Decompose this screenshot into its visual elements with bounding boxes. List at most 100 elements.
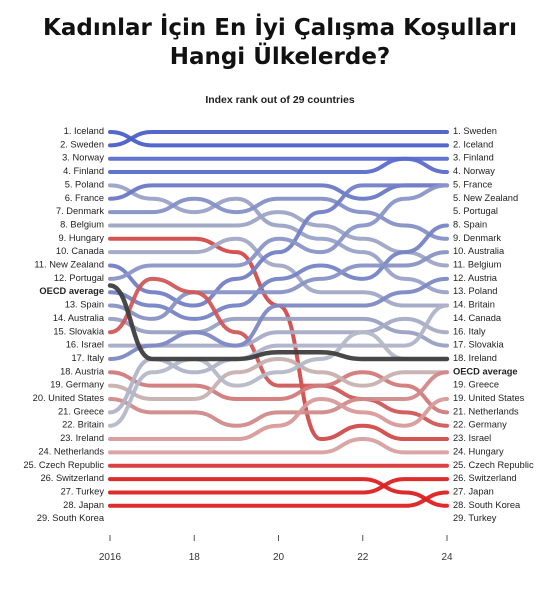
- series-lines: [107, 130, 450, 508]
- left-label-16-israel: 16. Israel: [66, 340, 104, 350]
- left-label-17-italy: 17. Italy: [71, 353, 104, 363]
- right-label-5-portugal: 5. Portugal: [453, 206, 498, 216]
- left-label-12-portugal: 12. Portugal: [54, 273, 104, 283]
- left-label-8-belgium: 8. Belgium: [60, 219, 104, 229]
- series-line-iceland: [108, 130, 449, 148]
- series-line-germany: [108, 370, 449, 415]
- series-line-austria: [108, 276, 449, 361]
- left-label-24-netherlands: 24. Netherlands: [38, 446, 104, 456]
- right-label-5-france: 5. France: [453, 179, 492, 189]
- right-label-10-australia: 10. Australia: [453, 246, 505, 256]
- left-label-2-sweden: 2. Sweden: [60, 139, 104, 149]
- right-label-27-japan: 27. Japan: [453, 486, 494, 496]
- left-label-27-turkey: 27. Turkey: [61, 486, 105, 496]
- right-label-12-austria: 12. Austria: [453, 273, 498, 283]
- left-label-23-ireland: 23. Ireland: [60, 433, 104, 443]
- left-label-20-united-states: 20. United States: [33, 393, 105, 403]
- right-label-19-united-states: 19. United States: [453, 393, 525, 403]
- right-label-23-israel: 23. Israel: [453, 433, 491, 443]
- right-label-18-ireland: 18. Ireland: [453, 353, 497, 363]
- right-label-14-britain: 14. Britain: [453, 300, 495, 310]
- right-label-11-belgium: 11. Belgium: [453, 260, 502, 270]
- series-line-south-korea: [108, 490, 449, 508]
- left-label-1-iceland: 1. Iceland: [64, 126, 104, 136]
- series-line-canada: [108, 236, 449, 308]
- series-line-japan: [108, 477, 449, 495]
- chart-title: Kadınlar İçin En İyi Çalışma Koşulları H…: [0, 14, 560, 72]
- left-label-14-australia: 14. Australia: [53, 313, 105, 323]
- right-label-14-canada: 14. Canada: [453, 313, 502, 323]
- right-label-2-iceland: 2. Iceland: [453, 139, 493, 149]
- right-label-9-denmark: 9. Denmark: [453, 233, 501, 243]
- right-label-oecd-average: OECD average: [453, 366, 518, 376]
- series-line-slovakia: [108, 316, 449, 348]
- left-label-19-germany: 19. Germany: [50, 380, 104, 390]
- right-label-28-south-korea: 28. South Korea: [453, 500, 521, 510]
- chart-subtitle: Index rank out of 29 countries: [205, 94, 355, 106]
- right-label-16-italy: 16. Italy: [453, 326, 486, 336]
- left-label-7-denmark: 7. Denmark: [56, 206, 104, 216]
- right-label-17-slovakia: 17. Slovakia: [453, 340, 504, 350]
- series-line-finland: [108, 156, 449, 175]
- left-label-18-austria: 18. Austria: [60, 366, 105, 376]
- series-line-australia: [108, 250, 449, 321]
- right-label-25-czech-republic: 25. Czech Republic: [453, 460, 534, 470]
- x-tick-label-2016: 2016: [99, 552, 122, 563]
- series-line-greece: [108, 370, 449, 428]
- right-label-8-spain: 8. Spain: [453, 219, 487, 229]
- series-line-netherlands: [108, 397, 449, 442]
- right-rank-labels: 1. Sweden 2. Iceland 3. Finland 4. Norway 5.…: [453, 126, 534, 523]
- series-line-norway: [108, 156, 449, 175]
- left-label-28-japan: 28. Japan: [63, 500, 104, 510]
- series-line-czech-republic: [108, 437, 449, 455]
- left-label-6-france: 6. France: [65, 193, 104, 203]
- right-label-21-netherlands: 21. Netherlands: [453, 406, 519, 416]
- left-label-21-greece: 21. Greece: [58, 406, 104, 416]
- right-label-22-germany: 22. Germany: [453, 420, 507, 430]
- series-line-portugal: [108, 183, 449, 281]
- left-label-11-new-zealand: 11. New Zealand: [34, 260, 104, 270]
- right-label-29-turkey: 29. Turkey: [453, 513, 497, 523]
- left-rank-labels: 1. Iceland 2. Sweden 3. Norway 4. Finland 5.…: [23, 126, 104, 523]
- x-axis: 2016 18 20 22 24: [99, 535, 453, 563]
- series-line-ireland: [108, 330, 449, 428]
- left-label-9-hungary: 9. Hungary: [59, 233, 105, 243]
- x-tick-label-18: 18: [189, 552, 201, 563]
- series-line-oecd-average: [107, 283, 450, 362]
- series-line-new-zealand: [108, 183, 449, 308]
- right-label-3-finland: 3. Finland: [453, 153, 494, 163]
- series-line-italy: [108, 316, 449, 348]
- series-line-poland: [108, 183, 449, 295]
- series-line-hungary: [108, 236, 449, 442]
- x-tick-label-24: 24: [441, 552, 453, 563]
- right-label-24-hungary: 24. Hungary: [453, 446, 504, 456]
- left-label-22-britain: 22. Britain: [62, 420, 104, 430]
- left-label-15-slovakia: 15. Slovakia: [53, 326, 104, 336]
- left-label-10-canada: 10. Canada: [56, 246, 105, 256]
- x-tick-label-22: 22: [357, 552, 369, 563]
- right-label-5-new-zealand: 5. New Zealand: [453, 193, 518, 203]
- right-label-13-poland: 13. Poland: [453, 286, 497, 296]
- series-line-sweden: [108, 130, 449, 148]
- left-label-5-poland: 5. Poland: [65, 179, 104, 189]
- right-label-19-greece: 19. Greece: [453, 380, 499, 390]
- series-line-denmark: [108, 196, 449, 241]
- left-label-25-czech-republic: 25. Czech Republic: [23, 460, 104, 470]
- series-line-turkey: [108, 477, 449, 508]
- left-label-26-switzerland: 26. Switzerland: [40, 473, 104, 483]
- series-line-belgium: [108, 210, 449, 268]
- left-label-4-finland: 4. Finland: [63, 166, 104, 176]
- chart-title-line2: Hangi Ülkelerde?: [169, 44, 391, 70]
- left-label-29-south-korea: 29. South Korea: [37, 513, 105, 523]
- x-tick-label-20: 20: [273, 552, 285, 563]
- chart-title-line1: Kadınlar İçin En İyi Çalışma Koşulları: [43, 15, 517, 41]
- right-label-26-switzerland: 26. Switzerland: [453, 473, 517, 483]
- series-line-france: [108, 183, 449, 201]
- left-label-13-spain: 13. Spain: [65, 300, 104, 310]
- right-label-4-norway: 4. Norway: [453, 166, 495, 176]
- right-label-1-sweden: 1. Sweden: [453, 126, 497, 136]
- series-line-israel: [108, 276, 449, 428]
- left-label-3-norway: 3. Norway: [62, 153, 104, 163]
- left-label-oecd-average: OECD average: [39, 286, 104, 296]
